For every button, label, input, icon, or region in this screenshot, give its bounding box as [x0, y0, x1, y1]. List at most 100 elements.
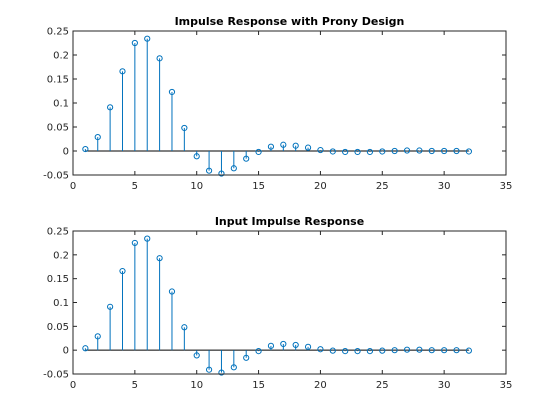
x-tick-label: 5 [132, 181, 138, 192]
stem-marker [131, 239, 138, 247]
x-tick-label: 15 [252, 380, 265, 391]
stem-marker [94, 133, 101, 141]
stem-marker [453, 147, 460, 155]
stem-marker [107, 104, 114, 111]
stem-marker [107, 303, 114, 310]
stem-marker [379, 148, 386, 155]
stem-marker [119, 267, 126, 275]
stem-marker [465, 148, 472, 155]
x-tick-label: 0 [70, 380, 76, 391]
x-tick-label: 10 [190, 380, 203, 391]
stem-marker [403, 346, 411, 353]
y-tick-label: 0 [63, 147, 69, 158]
stem-marker [230, 364, 237, 371]
stem-marker [428, 347, 435, 354]
stem-marker [317, 146, 324, 154]
y-tick-label: 0.15 [47, 274, 69, 285]
x-tick-label: 20 [314, 380, 327, 391]
stem-marker [181, 124, 188, 132]
x-tick-label: 25 [376, 181, 389, 192]
x-tick-label: 15 [252, 181, 265, 192]
stem-marker [193, 153, 200, 160]
y-tick-label: 0.1 [53, 298, 69, 309]
stem-marker [181, 324, 188, 331]
x-tick-label: 10 [190, 181, 203, 192]
stem-marker [465, 347, 472, 354]
stem-marker [205, 366, 213, 373]
chart-input-impulse-response: Input Impulse Response 0 5 10 15 20 25 30 35 -0.… [43, 215, 512, 391]
stem-marker [168, 88, 176, 96]
stem-marker [292, 341, 299, 349]
stem-marker [292, 142, 299, 149]
stem-marker [329, 347, 336, 354]
stem-marker [342, 148, 349, 156]
stem-marker [366, 348, 374, 355]
y-tick-label: 0.1 [53, 99, 69, 110]
stem-marker [304, 144, 312, 151]
stem-marker [403, 147, 411, 154]
stem-marker [280, 340, 287, 348]
stem-marker [280, 141, 287, 148]
stem-marker [354, 348, 361, 355]
y-tick-label: 0.2 [53, 250, 69, 261]
x-tick-label: 35 [500, 181, 513, 192]
stem-marker [304, 343, 312, 350]
stem-marker [230, 165, 237, 172]
stem-marker [366, 148, 374, 156]
stem-marker [156, 55, 163, 62]
stem-marker [218, 170, 225, 177]
y-tick-label: 0.15 [47, 75, 69, 86]
stem-marker [391, 147, 398, 155]
stem-marker [441, 147, 448, 155]
stem-marker [144, 235, 151, 242]
x-tick-label: 30 [438, 380, 451, 391]
y-tick-label: 0.25 [47, 27, 69, 38]
stem-marker [441, 347, 448, 354]
stem-marker [243, 155, 250, 162]
stem-series [82, 35, 472, 177]
x-tick-label: 5 [132, 380, 138, 391]
chart-impulse-response-prony: Impulse Response with Prony Design 0 5 10 1… [43, 15, 512, 192]
stem-marker [218, 369, 225, 376]
chart-title: Impulse Response with Prony Design [175, 15, 405, 28]
stem-marker [416, 147, 423, 154]
stem-marker [168, 288, 176, 295]
stem-marker [354, 148, 361, 156]
stem-marker [131, 39, 138, 47]
stem-marker [205, 167, 213, 174]
y-tick-label: 0.2 [53, 51, 69, 62]
stem-marker [391, 347, 398, 354]
stem-marker [82, 345, 89, 352]
y-tick-label: 0.05 [47, 123, 69, 134]
stem-marker [119, 68, 126, 75]
stem-series [82, 235, 472, 376]
stem-marker [255, 148, 262, 156]
y-tick-label: -0.05 [43, 171, 69, 182]
stem-marker [453, 347, 460, 354]
stem-marker [267, 342, 275, 349]
x-tick-label: 35 [500, 380, 513, 391]
stem-marker [267, 143, 275, 150]
stem-marker [255, 348, 262, 355]
stem-marker [193, 352, 200, 359]
stem-marker [82, 145, 89, 153]
stem-marker [329, 148, 336, 155]
chart-title: Input Impulse Response [215, 215, 364, 228]
stem-marker [379, 347, 386, 354]
y-tick-label: 0 [63, 346, 69, 357]
x-tick-label: 0 [70, 181, 76, 192]
y-tick-label: 0.05 [47, 322, 69, 333]
y-tick-label: -0.05 [43, 370, 69, 381]
stem-marker [317, 346, 324, 353]
x-tick-label: 25 [376, 380, 389, 391]
x-tick-label: 30 [438, 181, 451, 192]
stem-marker [94, 333, 101, 340]
stem-marker [156, 255, 163, 262]
stem-marker [144, 35, 151, 42]
x-tick-label: 20 [314, 181, 327, 192]
stem-marker [243, 354, 250, 361]
y-tick-label: 0.25 [47, 227, 69, 238]
